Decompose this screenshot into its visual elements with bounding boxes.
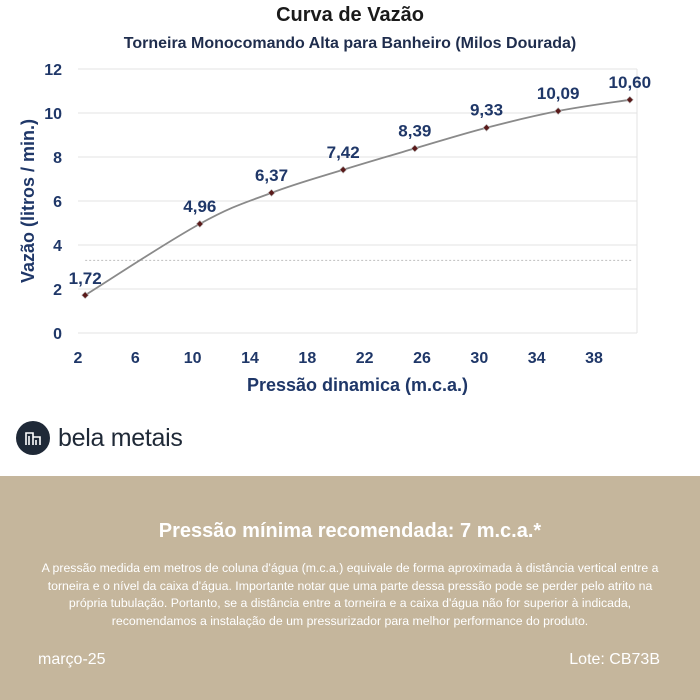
- y-tick-label: 0: [53, 326, 62, 343]
- y-tick-label: 12: [44, 62, 62, 79]
- y-tick-label: 6: [53, 194, 62, 211]
- brand-mark-icon: [16, 421, 50, 455]
- y-axis-title: Vazão (litros / min.): [18, 119, 38, 283]
- date-label: março-25: [38, 651, 106, 668]
- arejador-series-line: [84, 98, 630, 296]
- data-label: 7,42: [327, 143, 360, 162]
- data-point-marker: [81, 291, 89, 299]
- x-tick-label: 38: [585, 350, 603, 367]
- x-tick-label: 30: [470, 350, 488, 367]
- pressure-explanation: A pressão medida em metros de coluna d'á…: [41, 561, 659, 628]
- data-label: 10,09: [537, 84, 580, 103]
- data-point-marker: [196, 220, 204, 228]
- x-tick-label: 34: [528, 350, 546, 367]
- x-tick-label: 18: [298, 350, 316, 367]
- y-tick-label: 2: [53, 282, 62, 299]
- x-tick-label: 26: [413, 350, 431, 367]
- data-point-marker: [267, 189, 276, 197]
- data-label: 10,60: [609, 73, 652, 92]
- y-tick-label: 4: [53, 238, 62, 255]
- data-label: 6,37: [255, 166, 288, 185]
- data-label: 8,39: [398, 121, 431, 140]
- data-point-marker: [411, 144, 419, 153]
- data-point-marker: [339, 165, 347, 174]
- x-tick-label: 14: [241, 350, 259, 367]
- data-point-marker: [482, 123, 491, 132]
- data-label: 1,72: [69, 269, 102, 288]
- x-tick-label: 22: [356, 350, 374, 367]
- x-tick-label: 6: [131, 350, 140, 367]
- brand-name: bela metais: [58, 423, 183, 452]
- lot-label: Lote: CB73B: [569, 651, 660, 668]
- y-tick-label: 10: [44, 106, 62, 123]
- chart-title: Curva de Vazão: [276, 4, 424, 26]
- recommendation-panel: Pressão mínima recomendada: 7 m.c.a.* A …: [0, 476, 700, 700]
- data-label: 4,96: [183, 197, 216, 216]
- chart-subtitle: Torneira Monocomando Alta para Banheiro …: [123, 35, 577, 52]
- data-point-marker: [626, 95, 634, 104]
- min-pressure-heading: Pressão mínima recomendada: 7 m.c.a.*: [158, 520, 542, 542]
- brand-logo: bela metais: [16, 420, 183, 456]
- x-tick-label: 10: [184, 350, 202, 367]
- y-tick-label: 8: [53, 150, 62, 167]
- data-label: 9,33: [470, 101, 503, 120]
- x-axis-title: Pressão dinamica (m.c.a.): [247, 375, 468, 395]
- data-point-marker: [554, 107, 562, 115]
- x-tick-label: 2: [74, 350, 83, 367]
